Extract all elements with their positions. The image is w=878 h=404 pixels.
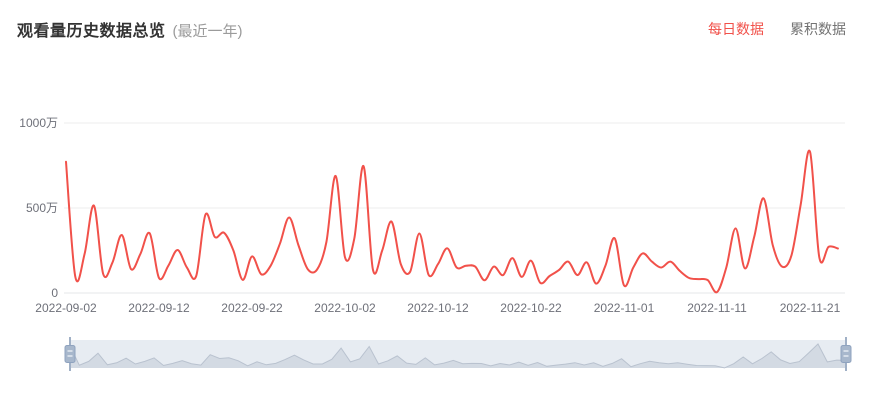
x-tick-label: 2022-11-11	[687, 301, 747, 315]
x-tick-label: 2022-09-12	[128, 301, 190, 315]
y-tick-label: 0	[51, 286, 58, 300]
datazoom-handle-left[interactable]	[64, 337, 76, 371]
y-tick-label: 500万	[25, 201, 58, 215]
x-tick-label: 2022-10-02	[314, 301, 376, 315]
datazoom-canvas	[64, 337, 852, 371]
x-tick-label: 2022-10-22	[500, 301, 562, 315]
title-wrap: 观看量历史数据总览 (最近一年)	[17, 17, 243, 41]
datazoom-handle-right[interactable]	[840, 337, 852, 371]
page-subtitle: (最近一年)	[172, 23, 243, 40]
tab-bar: 每日数据 累积数据	[708, 19, 846, 39]
x-tick-label: 2022-11-01	[593, 301, 655, 315]
x-tick-label: 2022-09-02	[35, 301, 97, 315]
x-tick-label: 2022-09-22	[221, 301, 283, 315]
x-tick-label: 2022-11-21	[779, 301, 841, 315]
tab-cumulative-data[interactable]: 累积数据	[790, 21, 846, 37]
y-tick-label: 1000万	[19, 116, 58, 130]
datazoom-slider[interactable]	[0, 330, 878, 376]
datazoom-minimap[interactable]	[69, 340, 847, 369]
x-tick-label: 2022-10-12	[407, 301, 469, 315]
gridlines	[64, 122, 845, 294]
line-series	[65, 149, 839, 294]
page-title: 观看量历史数据总览	[17, 23, 166, 40]
tab-daily-data[interactable]: 每日数据	[708, 21, 764, 37]
card-header: 观看量历史数据总览 (最近一年) 每日数据 累积数据	[17, 18, 846, 40]
